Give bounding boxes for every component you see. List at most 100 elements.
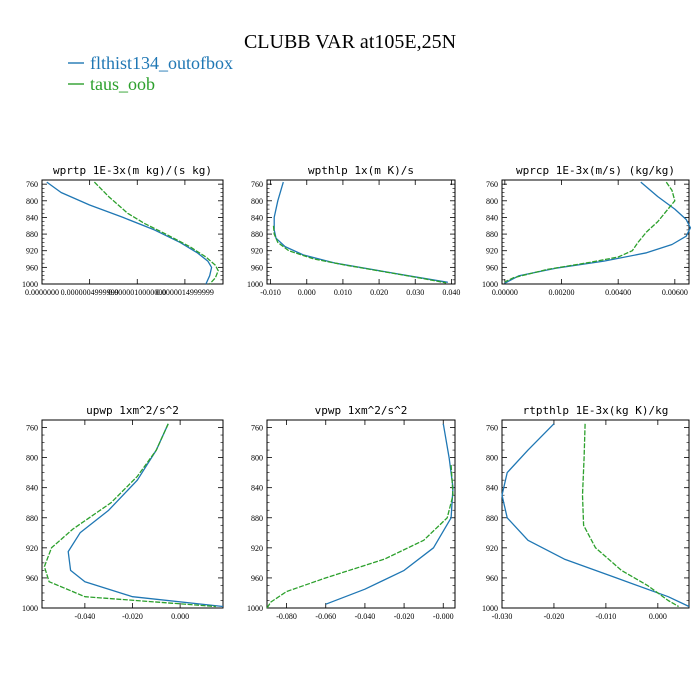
panel-4-xtick-label: -0.020 [122, 612, 143, 621]
panel-2: wpthlp 1x(m K)/s 760 800 840 880 920 960 1000-0… [247, 164, 460, 297]
panel-1-xtick-label: 0.0000000 [25, 288, 59, 297]
panel-6-series-line-1 [501, 423, 690, 608]
panel-5-xtick-label: -0.000 [433, 612, 454, 621]
panel-5-ytick-label: 1000 [247, 604, 263, 613]
panel-6-ytick-label: 760 [486, 424, 498, 433]
panel-3: wprcp 1E-3x(m/s) (kg/kg) 760 800 840 880 920 9… [482, 164, 692, 297]
panel-4-xtick-label: -0.040 [75, 612, 96, 621]
panel-6: rtpthlp 1E-3x(kg K)/kg 760 800 840 880 920 960… [482, 404, 690, 621]
panel-3-xtick-label: 0.00600 [662, 288, 688, 297]
panel-5-ytick-label: 760 [251, 424, 263, 433]
panel-1-xtick-label: 0.0000014999999 [156, 288, 214, 297]
panel-6-ytick-label: 840 [486, 484, 498, 493]
panel-5: vpwp 1xm^2/s^2 760 800 840 880 920 960 1000 -0.0… [247, 404, 456, 621]
panel-1-ytick-label: 760 [26, 180, 38, 189]
panel-1-title: wprtp 1E-3x(m kg)/(s kg) [53, 164, 212, 177]
panel-5-ytick-label: 960 [251, 574, 263, 583]
panel-5-title: vpwp 1xm^2/s^2 [315, 404, 408, 417]
panel-2-ytick-label: 800 [251, 197, 263, 206]
panel-4-ytick-label: 760 [26, 424, 38, 433]
panel-2-title: wpthlp 1x(m K)/s [308, 164, 414, 177]
panel-5-series-line-1 [325, 423, 454, 605]
panel-6-ytick-label: 800 [486, 454, 498, 463]
panel-1-series-line-1 [46, 181, 213, 285]
panel-4-xtick-label: 0.000 [171, 612, 189, 621]
panel-5-ytick-label: 920 [251, 544, 263, 553]
legend-label-flthist134: flthist134_outofbox [90, 53, 233, 73]
panel-1-ytick-label: 880 [26, 230, 38, 239]
panel-3-ytick-label: 960 [486, 263, 498, 272]
panel-3-ytick-label: 880 [486, 230, 498, 239]
panel-2-xtick-label: -0.010 [260, 288, 281, 297]
panel-3-series-line-1 [504, 181, 692, 284]
figure-title: CLUBB VAR at105E,25N [244, 31, 456, 53]
panel-1-ytick-label: 960 [26, 263, 38, 272]
panel-1-ytick-label: 1000 [22, 280, 38, 289]
panel-5-xtick-label: -0.040 [355, 612, 376, 621]
panel-4-ytick-label: 920 [26, 544, 38, 553]
panel-5-ytick-label: 880 [251, 514, 263, 523]
panel-1-xtick-label: 0.0000004999999 [61, 288, 119, 297]
panel-3-ytick-label: 920 [486, 247, 498, 256]
panel-2-xtick-label: 0.010 [334, 288, 352, 297]
panel-2-ytick-label: 760 [251, 180, 263, 189]
panel-1-series-line-2 [93, 181, 219, 285]
panel-4-ytick-label: 960 [26, 574, 38, 583]
panel-6-title: rtpthlp 1E-3x(kg K)/kg [523, 404, 669, 417]
panel-6-frame [501, 419, 690, 609]
panel-3-ytick-label: 800 [486, 197, 498, 206]
panel-5-series-line-2 [266, 465, 454, 609]
panel-4-ytick-label: 800 [26, 454, 38, 463]
panel-4-ytick-label: 840 [26, 484, 38, 493]
panel-2-xtick-label: 0.000 [298, 288, 316, 297]
panel-4-ytick-label: 880 [26, 514, 38, 523]
panel-2-ytick-label: 920 [251, 247, 263, 256]
panel-2-frame [266, 179, 456, 285]
panel-5-ytick-label: 800 [251, 454, 263, 463]
panel-6-xtick-label: 0.000 [649, 612, 667, 621]
panel-6-xtick-label: -0.010 [596, 612, 617, 621]
panel-6-ytick-label: 960 [486, 574, 498, 583]
panel-2-ytick-label: 880 [251, 230, 263, 239]
panel-2-xtick-label: 0.020 [370, 288, 388, 297]
legend-label-taus-oob: taus_oob [90, 74, 155, 94]
panel-3-ytick-label: 840 [486, 213, 498, 222]
panel-6-series-line-2 [581, 423, 679, 608]
panel-2-ytick-label: 960 [251, 263, 263, 272]
panel-1-frame [41, 179, 224, 285]
panel-1-ytick-label: 800 [26, 197, 38, 206]
panel-4-title: upwp 1xm^2/s^2 [86, 404, 179, 417]
panel-5-xtick-label: -0.080 [276, 612, 297, 621]
panel-1: wprtp 1E-3x(m kg)/(s kg) 760 800 840 880 920 9… [22, 164, 224, 297]
panel-3-xtick-label: 0.00400 [605, 288, 631, 297]
panel-3-title: wprcp 1E-3x(m/s) (kg/kg) [516, 164, 675, 177]
panels: wprtp 1E-3x(m kg)/(s kg) 760 800 840 880 920 9… [22, 164, 692, 621]
panel-2-xtick-label: 0.030 [406, 288, 424, 297]
panel-4-ytick-label: 1000 [22, 604, 38, 613]
panel-6-xtick-label: -0.030 [492, 612, 513, 621]
panel-2-series-line-1 [273, 181, 448, 283]
panel-1-ytick-label: 840 [26, 213, 38, 222]
panel-3-ytick-label: 1000 [482, 280, 498, 289]
panel-2-ytick-label: 840 [251, 213, 263, 222]
panel-3-frame [501, 179, 690, 285]
panel-6-xtick-label: -0.020 [544, 612, 565, 621]
panel-6-ytick-label: 880 [486, 514, 498, 523]
panel-5-xtick-label: -0.060 [315, 612, 336, 621]
panel-4-series-line-1 [67, 423, 224, 608]
panel-6-ytick-label: 920 [486, 544, 498, 553]
panel-3-xtick-label: 0.00000 [492, 288, 518, 297]
panel-4: upwp 1xm^2/s^2 760 800 840 880 920 960 1000 -0.0… [22, 404, 224, 621]
panel-4-frame [41, 419, 224, 609]
panel-3-ytick-label: 760 [486, 180, 498, 189]
panel-2-series-line-2 [272, 225, 447, 284]
panel-1-xtick-label: 0.0000010000000 [108, 288, 166, 297]
panel-5-ytick-label: 840 [251, 484, 263, 493]
panel-1-ytick-label: 920 [26, 247, 38, 256]
panel-5-xtick-label: -0.020 [394, 612, 415, 621]
panel-3-series-line-2 [504, 181, 676, 283]
panel-2-ytick-label: 1000 [247, 280, 263, 289]
panel-6-ytick-label: 1000 [482, 604, 498, 613]
panel-5-frame [266, 419, 456, 609]
